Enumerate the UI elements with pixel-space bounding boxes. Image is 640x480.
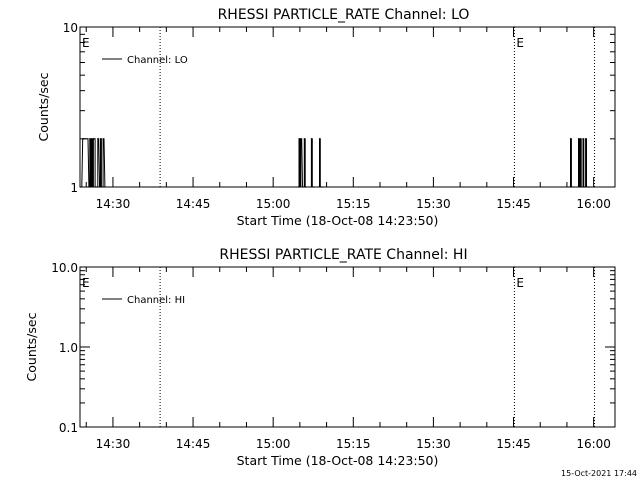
series-point	[571, 186, 573, 188]
x-tick-label: 15:45	[496, 437, 531, 451]
series-point	[88, 186, 90, 188]
series-point	[90, 186, 92, 188]
series-point	[569, 186, 571, 188]
series-point	[313, 186, 315, 188]
y-tick-label: 10	[63, 21, 78, 35]
series-point	[93, 138, 95, 140]
series-point	[577, 138, 580, 140]
x-tick-label: 16:00	[576, 197, 611, 211]
series-point	[86, 138, 88, 140]
series-point	[84, 138, 86, 140]
series-point	[577, 186, 579, 188]
series-point	[312, 186, 314, 188]
series-point	[309, 186, 312, 188]
series-point	[98, 186, 101, 188]
series-point	[101, 186, 103, 188]
x-axis-label: Start Time (18-Oct-08 14:23:50)	[237, 213, 439, 228]
series-point	[89, 138, 91, 140]
series-point	[300, 138, 302, 140]
series-point	[319, 186, 321, 188]
series-point	[90, 138, 93, 140]
x-tick-label: 14:30	[96, 197, 131, 211]
series-point	[305, 186, 307, 188]
event-marker-label: E	[516, 36, 524, 50]
event-marker-label: E	[82, 276, 90, 290]
series-point	[569, 138, 572, 140]
x-tick-label: 15:00	[256, 197, 291, 211]
x-axis-label: Start Time (18-Oct-08 14:23:50)	[237, 453, 439, 468]
series-point	[580, 186, 582, 188]
y-tick-label: 0.1	[59, 421, 78, 435]
series-point	[94, 186, 96, 188]
series-point	[310, 138, 313, 140]
series-point	[321, 186, 323, 188]
footer-timestamp: 15-Oct-2021 17:44	[561, 469, 637, 478]
series-point	[579, 138, 581, 140]
series-point	[302, 186, 305, 188]
series-point	[104, 186, 106, 188]
series-point	[95, 186, 97, 188]
series-point	[317, 186, 320, 188]
series-point	[91, 186, 94, 188]
series-point	[97, 138, 99, 140]
series-point	[585, 186, 588, 188]
y-axis-label: Counts/sec	[24, 312, 39, 381]
event-marker-label: E	[82, 36, 90, 50]
y-axis-label: Counts/sec	[36, 72, 51, 141]
chart-title: RHESSI PARTICLE_RATE Channel: LO	[218, 7, 470, 23]
series-point	[583, 186, 585, 188]
series-point	[99, 138, 102, 140]
x-tick-label: 14:30	[96, 437, 131, 451]
series-point	[572, 186, 574, 188]
series-point	[80, 186, 82, 188]
series-point	[96, 186, 98, 188]
x-tick-label: 15:00	[256, 437, 291, 451]
series-point	[581, 186, 583, 188]
series-point	[100, 186, 102, 188]
chart-title: RHESSI PARTICLE_RATE Channel: HI	[219, 247, 467, 263]
y-tick-label: 1	[70, 181, 78, 195]
x-tick-label: 16:00	[576, 437, 611, 451]
series-point	[311, 186, 313, 188]
y-tick-label: 1.0	[59, 341, 78, 355]
series-point	[299, 186, 301, 188]
series-point	[587, 186, 589, 188]
legend-entry: Channel: HI	[127, 295, 185, 306]
x-tick-label: 15:30	[416, 197, 451, 211]
series-point	[578, 186, 580, 188]
x-tick-label: 14:45	[176, 437, 211, 451]
series-point	[102, 138, 104, 140]
series-point	[570, 186, 572, 188]
x-tick-label: 14:45	[176, 197, 211, 211]
series-point	[585, 138, 587, 140]
series-point	[82, 138, 84, 140]
series-point	[298, 138, 300, 140]
series-point	[301, 186, 304, 188]
x-tick-label: 15:30	[416, 437, 451, 451]
series-point	[303, 138, 305, 140]
event-marker-label: E	[516, 276, 524, 290]
series-point	[82, 138, 85, 140]
series-point	[297, 186, 299, 188]
x-tick-label: 15:45	[496, 197, 531, 211]
series-point	[304, 186, 306, 188]
series-point	[320, 186, 322, 188]
series-point	[92, 138, 94, 140]
series-point	[588, 186, 590, 188]
series-point	[586, 186, 589, 188]
series-point	[582, 138, 584, 140]
x-tick-label: 15:15	[336, 437, 371, 451]
series-point	[318, 138, 321, 140]
x-tick-label: 15:15	[336, 197, 371, 211]
y-tick-label: 10.0	[51, 261, 78, 275]
series-point	[584, 186, 586, 188]
legend-entry: Channel: LO	[127, 55, 188, 66]
